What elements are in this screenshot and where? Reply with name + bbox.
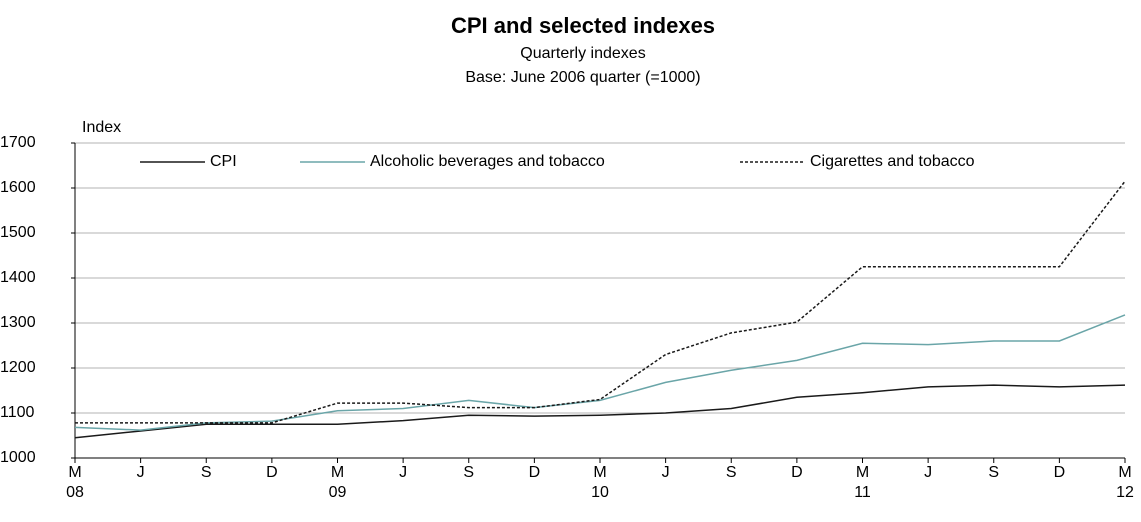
x-tick-label: D: [529, 464, 541, 481]
x-tick-label: M: [68, 464, 81, 481]
y-tick-label: 1200: [0, 359, 36, 376]
y-tick-label: 1100: [0, 404, 35, 421]
y-tick-label: 1600: [0, 179, 36, 196]
x-tick-label: M: [856, 464, 869, 481]
x-tick-label: J: [924, 464, 932, 481]
chart-title: CPI and selected indexes: [451, 13, 715, 38]
x-year-label: 09: [329, 484, 347, 501]
x-tick-label: S: [201, 464, 212, 481]
y-tick-label: 1400: [0, 269, 36, 286]
x-tick-label: S: [463, 464, 474, 481]
x-year-label: 10: [591, 484, 609, 501]
y-tick-label: 1500: [0, 224, 36, 241]
y-tick-label: 1000: [0, 449, 36, 466]
y-axis-label: Index: [82, 119, 121, 136]
x-tick-label: S: [988, 464, 999, 481]
x-year-label: 12: [1116, 484, 1134, 501]
y-tick-label: 1300: [0, 314, 36, 331]
x-tick-label: J: [662, 464, 670, 481]
x-tick-label: S: [726, 464, 737, 481]
x-tick-label: M: [593, 464, 606, 481]
x-tick-label: D: [266, 464, 278, 481]
x-tick-label: M: [331, 464, 344, 481]
y-tick-label: 1700: [0, 134, 36, 151]
chart-subtitle: Base: June 2006 quarter (=1000): [465, 69, 700, 86]
x-year-label: 11: [854, 484, 871, 501]
x-tick-label: J: [399, 464, 407, 481]
x-tick-label: D: [791, 464, 803, 481]
chart-subtitle: Quarterly indexes: [520, 45, 645, 62]
series-line: [75, 180, 1126, 424]
legend-label: Cigarettes and tobacco: [810, 153, 975, 170]
x-year-label: 08: [66, 484, 84, 501]
legend-label: Alcoholic beverages and tobacco: [370, 153, 605, 170]
x-tick-label: M: [1118, 464, 1131, 481]
series-line: [74, 314, 1126, 431]
series-line: [74, 384, 1126, 439]
x-tick-label: J: [137, 464, 145, 481]
legend-label: CPI: [210, 153, 237, 170]
x-tick-label: D: [1054, 464, 1066, 481]
